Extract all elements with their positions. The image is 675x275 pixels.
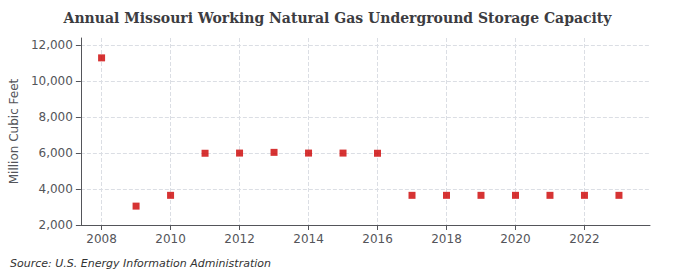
svg-text:Annual Missouri Working Natura: Annual Missouri Working Natural Gas Unde…: [63, 10, 613, 26]
svg-text:12,000: 12,000: [31, 38, 73, 52]
svg-text:2010: 2010: [155, 232, 186, 246]
svg-text:Source: U.S. Energy Informatio: Source: U.S. Energy Information Administ…: [10, 257, 271, 270]
svg-text:2016: 2016: [362, 232, 393, 246]
svg-text:2018: 2018: [431, 232, 462, 246]
svg-text:4,000: 4,000: [39, 182, 73, 196]
svg-text:2012: 2012: [224, 232, 255, 246]
svg-text:6,000: 6,000: [39, 146, 73, 160]
svg-text:2022: 2022: [569, 232, 600, 246]
svg-text:Million Cubic Feet: Million Cubic Feet: [7, 78, 21, 184]
svg-text:10,000: 10,000: [31, 74, 73, 88]
svg-text:8,000: 8,000: [39, 110, 73, 124]
svg-text:2014: 2014: [293, 232, 324, 246]
svg-text:2020: 2020: [500, 232, 531, 246]
svg-text:2008: 2008: [86, 232, 117, 246]
svg-text:2,000: 2,000: [39, 218, 73, 232]
